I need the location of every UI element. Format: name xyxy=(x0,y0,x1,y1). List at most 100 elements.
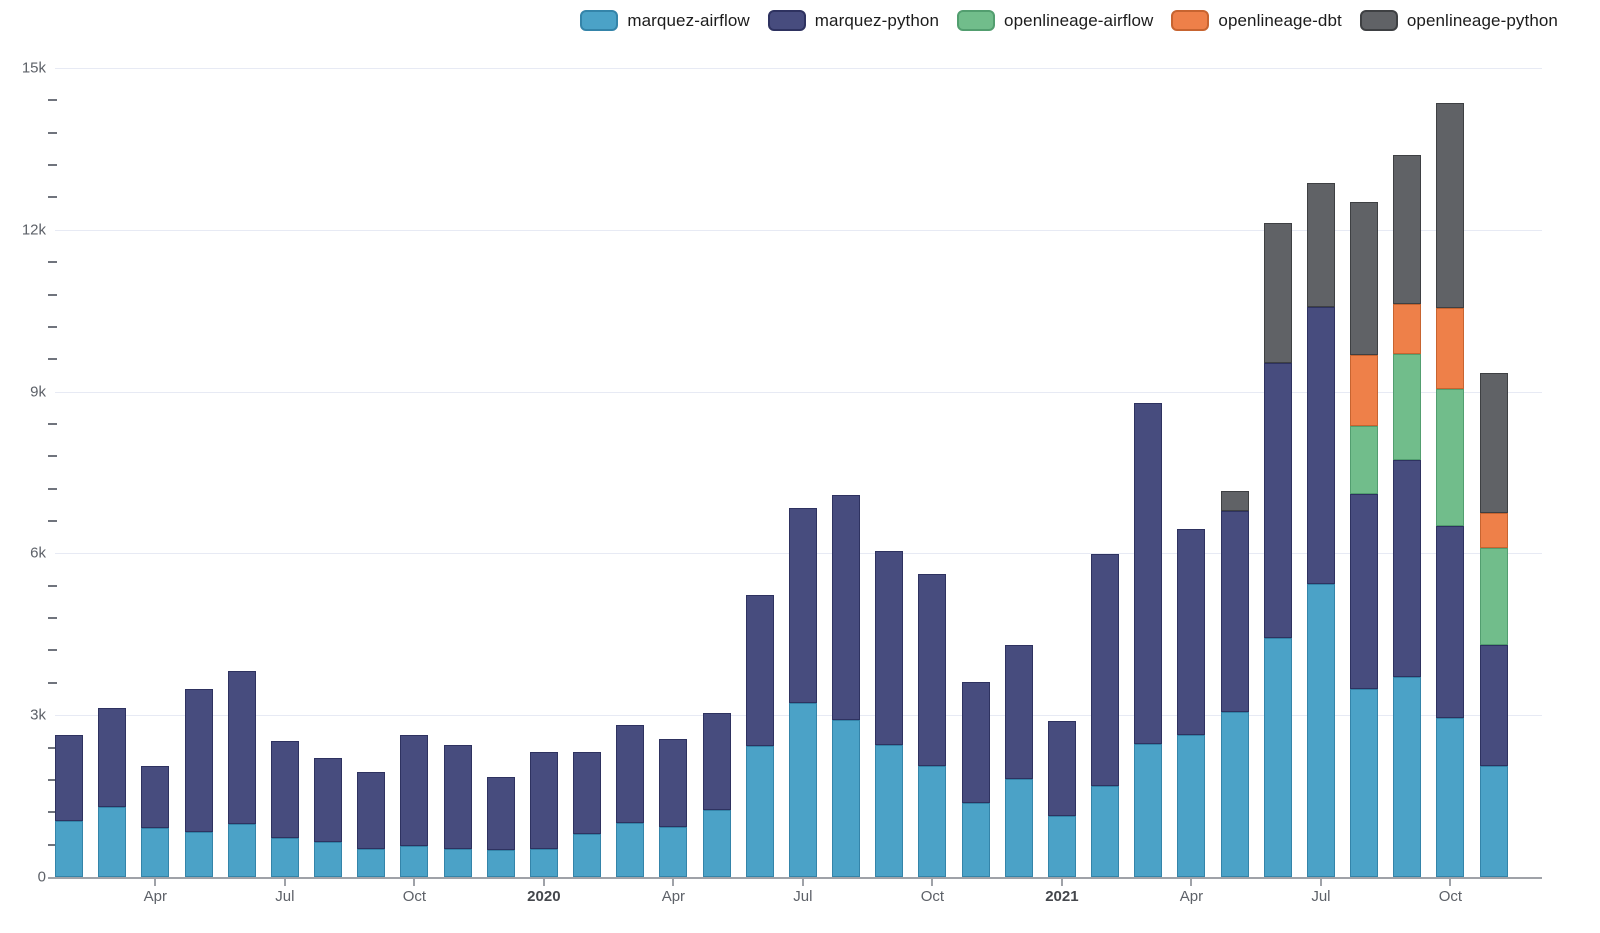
bar-segment-marquez-python-2019-06[interactable] xyxy=(227,670,256,825)
bar-segment-marquez-python-2021-01[interactable] xyxy=(1047,721,1076,816)
bar-segment-marquez-airflow-2020-02[interactable] xyxy=(573,833,602,877)
bar-segment-openlineage-python-2021-11[interactable] xyxy=(1479,372,1508,513)
bar-segment-marquez-python-2020-08[interactable] xyxy=(832,494,861,720)
bar-segment-openlineage-python-2021-05[interactable] xyxy=(1220,490,1249,511)
bar-segment-marquez-python-2020-06[interactable] xyxy=(745,594,774,747)
bar-segment-marquez-python-2020-10[interactable] xyxy=(918,574,947,766)
bar-segment-marquez-python-2021-04[interactable] xyxy=(1177,529,1206,735)
bar-segment-marquez-python-2019-05[interactable] xyxy=(184,688,213,833)
bar-segment-marquez-airflow-2021-02[interactable] xyxy=(1091,785,1120,877)
bar-segment-openlineage-python-2021-10[interactable] xyxy=(1436,103,1465,308)
bar-segment-marquez-airflow-2021-06[interactable] xyxy=(1263,638,1292,877)
bar-segment-openlineage-airflow-2021-09[interactable] xyxy=(1393,354,1422,461)
legend-item-openlineage-dbt[interactable]: openlineage-dbt xyxy=(1171,10,1342,31)
y-axis-minor-tick xyxy=(48,520,57,523)
bar-segment-marquez-python-2021-11[interactable] xyxy=(1479,645,1508,767)
bar-segment-marquez-airflow-2020-05[interactable] xyxy=(702,810,731,877)
bar-segment-openlineage-dbt-2021-09[interactable] xyxy=(1393,303,1422,355)
bar-segment-marquez-airflow-2021-01[interactable] xyxy=(1047,815,1076,877)
bar-segment-marquez-airflow-2019-07[interactable] xyxy=(270,837,299,877)
bar-segment-marquez-python-2021-05[interactable] xyxy=(1220,510,1249,712)
bar-segment-marquez-python-2021-07[interactable] xyxy=(1306,307,1335,585)
x-axis-tick-2020 xyxy=(542,879,545,886)
bar-segment-marquez-airflow-2019-02[interactable] xyxy=(55,821,83,877)
legend-item-marquez-airflow[interactable]: marquez-airflow xyxy=(580,10,750,31)
bar-segment-marquez-airflow-2020-03[interactable] xyxy=(616,823,645,877)
bar-segment-marquez-python-2020-12[interactable] xyxy=(1004,645,1033,780)
bar-segment-marquez-python-2019-09[interactable] xyxy=(357,771,386,849)
bar-segment-marquez-python-2020-01[interactable] xyxy=(529,752,558,849)
bar-segment-marquez-airflow-2020-12[interactable] xyxy=(1004,779,1033,877)
bar-segment-marquez-python-2020-11[interactable] xyxy=(961,682,990,803)
bar-segment-openlineage-airflow-2021-11[interactable] xyxy=(1479,548,1508,646)
bar-segment-marquez-airflow-2021-05[interactable] xyxy=(1220,711,1249,877)
bar-segment-openlineage-python-2021-08[interactable] xyxy=(1350,202,1379,356)
bar-segment-marquez-airflow-2021-08[interactable] xyxy=(1350,688,1379,877)
bar-segment-marquez-airflow-2021-04[interactable] xyxy=(1177,734,1206,877)
y-axis-minor-tick xyxy=(48,325,57,328)
bar-segment-openlineage-dbt-2021-08[interactable] xyxy=(1350,355,1379,426)
bar-segment-openlineage-python-2021-06[interactable] xyxy=(1263,223,1292,363)
y-axis-label-6000: 6k xyxy=(30,544,46,562)
bar-segment-marquez-python-2020-05[interactable] xyxy=(702,713,731,811)
bar-segment-openlineage-airflow-2021-10[interactable] xyxy=(1436,388,1465,527)
bar-segment-marquez-airflow-2020-04[interactable] xyxy=(659,827,688,877)
bar-segment-marquez-python-2019-08[interactable] xyxy=(314,757,343,842)
bar-segment-marquez-airflow-2020-08[interactable] xyxy=(832,719,861,877)
bar-segment-marquez-python-2019-12[interactable] xyxy=(486,776,515,851)
bar-segment-openlineage-airflow-2021-08[interactable] xyxy=(1350,425,1379,494)
legend-label: openlineage-airflow xyxy=(1004,10,1154,30)
bar-segment-openlineage-dbt-2021-11[interactable] xyxy=(1479,512,1508,548)
bar-segment-marquez-airflow-2020-06[interactable] xyxy=(745,746,774,877)
bar-segment-marquez-airflow-2019-10[interactable] xyxy=(400,846,429,877)
legend-item-openlineage-python[interactable]: openlineage-python xyxy=(1359,10,1558,31)
bar-segment-marquez-python-2019-02[interactable] xyxy=(55,735,83,822)
bar-segment-marquez-python-2021-06[interactable] xyxy=(1263,363,1292,639)
y-axis-minor-tick xyxy=(48,778,57,781)
bar-segment-marquez-python-2020-04[interactable] xyxy=(659,739,688,828)
bar-segment-openlineage-dbt-2021-10[interactable] xyxy=(1436,308,1465,389)
bar-segment-marquez-python-2019-03[interactable] xyxy=(98,707,127,808)
x-axis-label-Oct: Oct xyxy=(402,888,427,905)
bar-segment-marquez-python-2019-10[interactable] xyxy=(400,734,429,847)
bar-segment-marquez-airflow-2019-06[interactable] xyxy=(227,824,256,877)
bar-segment-marquez-python-2019-11[interactable] xyxy=(443,745,472,850)
bar-segment-marquez-python-2020-09[interactable] xyxy=(875,550,904,745)
bar-segment-marquez-python-2021-09[interactable] xyxy=(1393,460,1422,677)
bar-segment-openlineage-python-2021-09[interactable] xyxy=(1393,155,1422,304)
bar-segment-marquez-python-2021-10[interactable] xyxy=(1436,526,1465,718)
bar-segment-marquez-airflow-2020-07[interactable] xyxy=(788,702,817,877)
bar-segment-marquez-python-2020-03[interactable] xyxy=(616,724,645,824)
y-axis-minor-tick xyxy=(48,422,57,425)
legend-item-marquez-python[interactable]: marquez-python xyxy=(767,10,939,31)
bar-segment-marquez-airflow-2021-11[interactable] xyxy=(1479,766,1508,877)
y-axis-minor-tick xyxy=(48,99,57,102)
bar-segment-marquez-airflow-2021-03[interactable] xyxy=(1134,743,1163,877)
bar-segment-marquez-airflow-2021-07[interactable] xyxy=(1306,584,1335,877)
bar-segment-marquez-airflow-2020-09[interactable] xyxy=(875,744,904,877)
bar-segment-marquez-airflow-2021-09[interactable] xyxy=(1393,676,1422,877)
bar-segment-marquez-airflow-2019-04[interactable] xyxy=(141,828,170,877)
bar-segment-marquez-python-2019-07[interactable] xyxy=(270,741,299,838)
bar-segment-marquez-python-2019-04[interactable] xyxy=(141,766,170,829)
bar-segment-marquez-airflow-2019-11[interactable] xyxy=(443,849,472,877)
bar-segment-marquez-python-2021-03[interactable] xyxy=(1134,403,1163,744)
y-axis-minor-tick xyxy=(48,455,57,458)
x-axis-tick-Jul xyxy=(801,879,804,886)
bar-segment-marquez-airflow-2020-10[interactable] xyxy=(918,765,947,877)
bar-segment-marquez-python-2021-02[interactable] xyxy=(1091,554,1120,786)
bar-segment-marquez-python-2020-07[interactable] xyxy=(788,507,817,703)
bar-segment-marquez-airflow-2019-09[interactable] xyxy=(357,848,386,877)
bar-segment-marquez-airflow-2019-08[interactable] xyxy=(314,841,343,877)
bar-segment-marquez-airflow-2021-10[interactable] xyxy=(1436,717,1465,877)
bar-segment-marquez-airflow-2020-01[interactable] xyxy=(529,848,558,877)
legend-item-openlineage-airflow[interactable]: openlineage-airflow xyxy=(957,10,1153,31)
bar-segment-marquez-airflow-2019-12[interactable] xyxy=(486,850,515,877)
bar-segment-marquez-python-2021-08[interactable] xyxy=(1350,493,1379,689)
y-axis-minor-tick xyxy=(48,843,57,846)
bar-segment-marquez-airflow-2019-05[interactable] xyxy=(184,832,213,877)
bar-segment-openlineage-python-2021-07[interactable] xyxy=(1306,182,1335,308)
bar-segment-marquez-airflow-2019-03[interactable] xyxy=(98,807,127,877)
bar-segment-marquez-python-2020-02[interactable] xyxy=(573,752,602,834)
bar-segment-marquez-airflow-2020-11[interactable] xyxy=(961,802,990,877)
